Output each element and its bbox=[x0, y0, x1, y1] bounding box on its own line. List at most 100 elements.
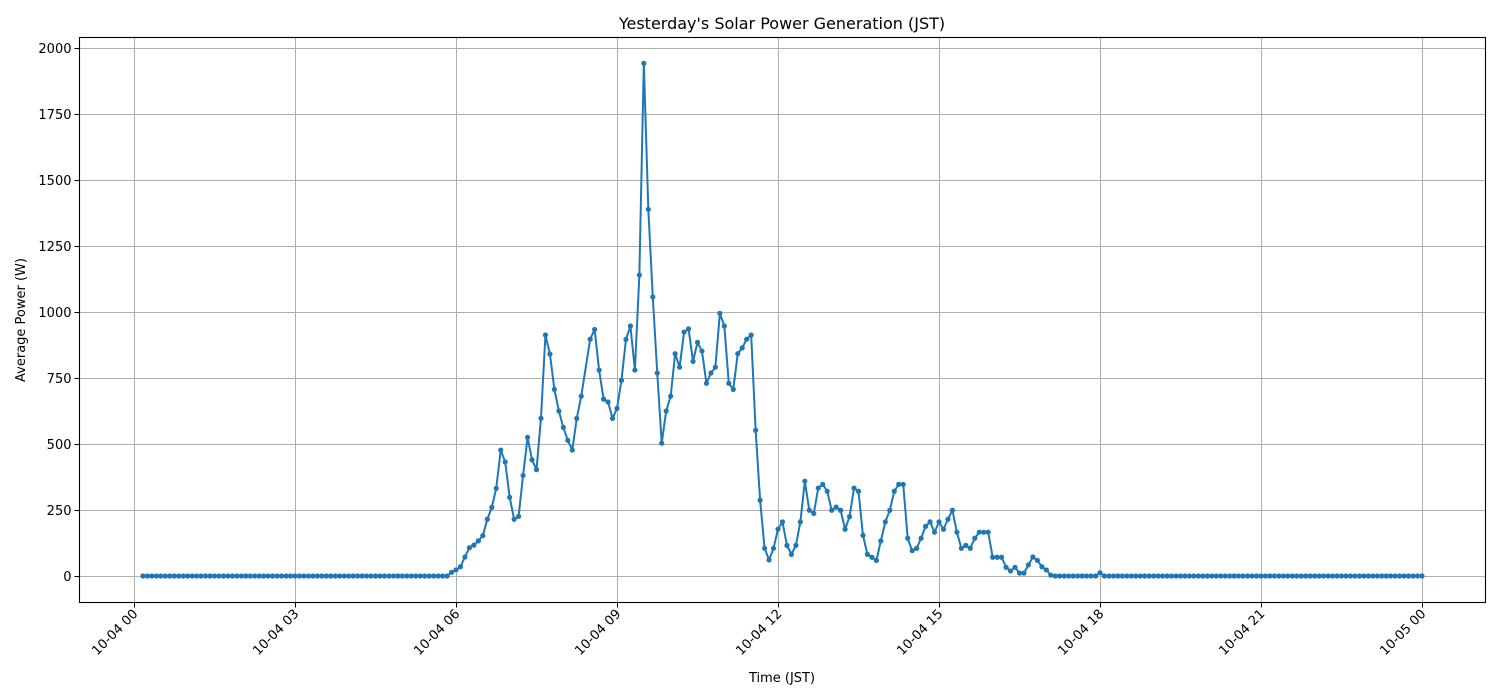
data-point bbox=[310, 573, 316, 579]
data-point bbox=[999, 554, 1005, 560]
data-point bbox=[1160, 573, 1166, 579]
data-point bbox=[538, 415, 544, 421]
y-tick-label: 1750 bbox=[38, 108, 71, 123]
data-point bbox=[431, 573, 437, 579]
data-point bbox=[654, 370, 660, 376]
data-point bbox=[1195, 573, 1201, 579]
data-point bbox=[1021, 570, 1027, 576]
data-point bbox=[1388, 573, 1394, 579]
data-point bbox=[167, 573, 173, 579]
data-point bbox=[1115, 573, 1121, 579]
data-point bbox=[708, 370, 714, 376]
data-point bbox=[851, 485, 857, 491]
data-point bbox=[1007, 568, 1014, 574]
data-point bbox=[462, 554, 468, 560]
data-point bbox=[864, 551, 871, 557]
data-point bbox=[1106, 573, 1112, 579]
data-point bbox=[1414, 573, 1421, 579]
data-point bbox=[1182, 573, 1188, 579]
data-point bbox=[650, 294, 656, 300]
data-point bbox=[721, 323, 727, 329]
data-point bbox=[1397, 573, 1403, 579]
data-point bbox=[1218, 573, 1224, 579]
x-tick-label: 10-05 00 bbox=[1377, 607, 1429, 659]
data-point bbox=[314, 573, 320, 579]
data-point bbox=[739, 345, 745, 351]
data-point bbox=[802, 478, 808, 484]
data-point bbox=[1066, 573, 1072, 579]
data-point bbox=[627, 323, 634, 329]
data-point bbox=[645, 206, 651, 212]
data-point bbox=[994, 554, 1000, 560]
data-point bbox=[1209, 573, 1215, 579]
data-point bbox=[1075, 573, 1081, 579]
data-point bbox=[887, 507, 893, 513]
data-point bbox=[985, 529, 991, 535]
data-point bbox=[278, 573, 285, 579]
data-point bbox=[824, 488, 830, 494]
data-point bbox=[1249, 573, 1255, 579]
data-point bbox=[426, 573, 432, 579]
data-point bbox=[797, 519, 803, 525]
data-point bbox=[1083, 573, 1090, 579]
data-point bbox=[605, 399, 611, 405]
data-point bbox=[878, 538, 884, 544]
data-point bbox=[274, 573, 280, 579]
data-point bbox=[677, 364, 683, 370]
data-point bbox=[958, 545, 964, 551]
data-point bbox=[1258, 573, 1264, 579]
data-point bbox=[466, 545, 473, 551]
data-point bbox=[471, 542, 477, 548]
chart-title: Yesterday's Solar Power Generation (JST) bbox=[618, 14, 945, 33]
data-point bbox=[346, 573, 352, 579]
data-point bbox=[417, 573, 423, 579]
data-point bbox=[565, 437, 571, 443]
data-point bbox=[529, 457, 535, 463]
data-point bbox=[189, 573, 195, 579]
data-point bbox=[829, 507, 835, 513]
data-point bbox=[422, 573, 428, 579]
data-point bbox=[632, 367, 638, 373]
data-point bbox=[1052, 573, 1058, 579]
data-point bbox=[1374, 573, 1380, 579]
data-point bbox=[1298, 573, 1304, 579]
data-point bbox=[1267, 573, 1273, 579]
data-point bbox=[936, 519, 942, 525]
data-point bbox=[1025, 562, 1032, 568]
data-point bbox=[502, 459, 508, 465]
data-point bbox=[712, 364, 718, 370]
data-point bbox=[896, 481, 902, 487]
data-point bbox=[1079, 573, 1085, 579]
data-point bbox=[753, 427, 759, 433]
data-point bbox=[972, 535, 978, 541]
data-point bbox=[1276, 573, 1282, 579]
series-line bbox=[142, 62, 1422, 577]
data-point bbox=[439, 573, 446, 579]
data-point bbox=[247, 573, 253, 579]
data-point bbox=[1061, 573, 1067, 579]
data-point bbox=[395, 573, 401, 579]
data-point bbox=[1370, 573, 1376, 579]
data-point bbox=[766, 557, 772, 563]
data-point bbox=[690, 358, 696, 364]
data-point bbox=[1151, 573, 1157, 579]
data-point bbox=[1244, 573, 1251, 579]
data-point bbox=[1213, 573, 1219, 579]
data-point bbox=[194, 573, 200, 579]
data-point bbox=[1405, 573, 1412, 579]
data-point bbox=[444, 573, 450, 579]
data-point bbox=[838, 507, 844, 513]
data-point bbox=[592, 326, 598, 333]
data-point bbox=[207, 573, 213, 579]
y-axis-label: Average Power (W) bbox=[14, 258, 29, 382]
data-point bbox=[448, 569, 455, 575]
data-point bbox=[918, 535, 924, 541]
y-axis-ticks: 0 250 500 750 1000 1250 1500 1750 2000 bbox=[38, 42, 80, 585]
data-point bbox=[1285, 573, 1291, 579]
data-point bbox=[1329, 573, 1336, 579]
data-point bbox=[1312, 573, 1318, 579]
data-point bbox=[287, 573, 294, 579]
data-point bbox=[1097, 570, 1103, 576]
data-point bbox=[636, 272, 642, 278]
data-point bbox=[261, 573, 267, 579]
